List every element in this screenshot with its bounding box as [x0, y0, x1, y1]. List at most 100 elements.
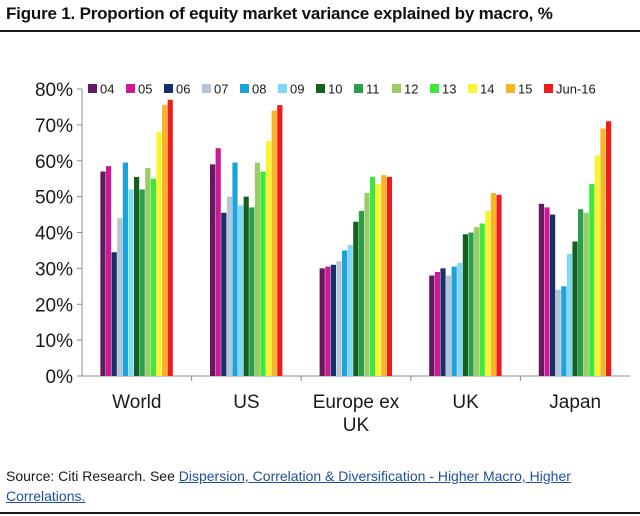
y-tick-label: 70% — [35, 116, 73, 137]
bar — [561, 286, 567, 376]
bar — [490, 193, 496, 376]
bar — [555, 289, 561, 376]
bar — [386, 176, 392, 376]
bar — [122, 162, 128, 376]
bar — [594, 155, 600, 376]
legend-label: 09 — [290, 82, 304, 97]
y-tick-label: 30% — [35, 259, 73, 280]
bar — [479, 223, 485, 376]
y-tick-label: 60% — [35, 152, 73, 173]
bar — [249, 207, 255, 376]
legend-swatch — [164, 84, 173, 93]
bar — [330, 264, 336, 376]
bar — [600, 128, 606, 376]
bar — [336, 261, 342, 376]
bar — [100, 171, 106, 376]
x-tick-label: Japan — [549, 392, 601, 413]
legend-swatch — [88, 84, 97, 93]
legend-label: 05 — [138, 82, 152, 97]
legend-label: 15 — [518, 82, 532, 97]
legend-label: 08 — [252, 82, 266, 97]
source-link[interactable]: Dispersion, Correlation & Diversificatio… — [6, 468, 571, 504]
bar — [550, 214, 556, 376]
bar — [496, 194, 502, 376]
y-tick-label: 80% — [35, 80, 73, 101]
x-tick-label: World — [112, 392, 161, 413]
x-tick-label: UK — [343, 415, 370, 436]
legend-swatch — [278, 84, 287, 93]
legend-swatch — [392, 84, 401, 93]
bar — [167, 99, 173, 376]
figure-title: Figure 1. Proportion of equity market va… — [6, 4, 553, 23]
source-note: Source: Citi Research. See Dispersion, C… — [6, 466, 631, 506]
bar — [462, 234, 468, 376]
legend-swatch — [468, 84, 477, 93]
bar — [381, 175, 387, 376]
bar — [440, 268, 446, 376]
bar — [254, 162, 260, 376]
bar — [210, 164, 216, 376]
bar — [375, 184, 381, 376]
bar — [578, 209, 584, 376]
legend-label: 11 — [366, 82, 380, 97]
y-tick-label: 40% — [35, 224, 73, 245]
y-tick-label: 0% — [46, 367, 74, 388]
bar — [434, 271, 440, 376]
bar — [544, 207, 550, 376]
bar — [139, 189, 145, 376]
bar — [347, 245, 353, 376]
bar — [325, 266, 331, 376]
legend-label: 07 — [214, 82, 228, 97]
bar — [370, 176, 376, 376]
bottom-divider — [0, 512, 640, 514]
bar — [474, 227, 480, 376]
bar — [226, 196, 232, 376]
legend-swatch — [202, 84, 211, 93]
y-tick-label: 20% — [35, 295, 73, 316]
bar — [156, 132, 162, 376]
bar — [134, 176, 140, 376]
legend-swatch — [430, 84, 439, 93]
y-tick-label: 50% — [35, 188, 73, 209]
source-text: Source: Citi Research. See — [6, 468, 179, 484]
bar — [606, 121, 612, 376]
legend-swatch — [316, 84, 325, 93]
bar — [353, 221, 359, 376]
bar — [221, 212, 227, 376]
bar — [277, 105, 283, 377]
bar — [232, 162, 238, 376]
legend-swatch — [240, 84, 249, 93]
bar — [243, 196, 249, 376]
bar — [150, 178, 156, 376]
bar — [106, 166, 112, 376]
legend-label: 04 — [100, 82, 114, 97]
legend-label: Jun-16 — [556, 82, 596, 97]
legend-label: 14 — [480, 82, 494, 97]
bar — [117, 218, 123, 376]
legend-label: 12 — [404, 82, 418, 97]
bar — [583, 212, 589, 376]
bar — [215, 148, 221, 376]
bar — [446, 275, 452, 376]
bar — [364, 193, 370, 376]
legend-swatch — [544, 84, 553, 93]
bar — [485, 210, 491, 376]
bar — [342, 250, 348, 376]
bar — [429, 275, 435, 376]
bar — [271, 110, 277, 377]
bar — [538, 203, 544, 376]
x-tick-label: Europe ex — [313, 392, 400, 413]
bar — [319, 268, 325, 376]
bar — [566, 254, 572, 376]
bar — [572, 241, 578, 376]
bar-chart: 0% 10% 20% 30% 40% 50% 60% 70% 80% World US Europe … — [35, 80, 630, 436]
bar — [451, 266, 457, 376]
bar — [145, 167, 151, 376]
bar — [238, 205, 244, 376]
legend-swatch — [126, 84, 135, 93]
bar — [111, 252, 117, 376]
y-tick-label: 10% — [35, 331, 73, 352]
legend-swatch — [354, 84, 363, 93]
title-divider — [0, 30, 640, 32]
bar — [358, 210, 364, 376]
